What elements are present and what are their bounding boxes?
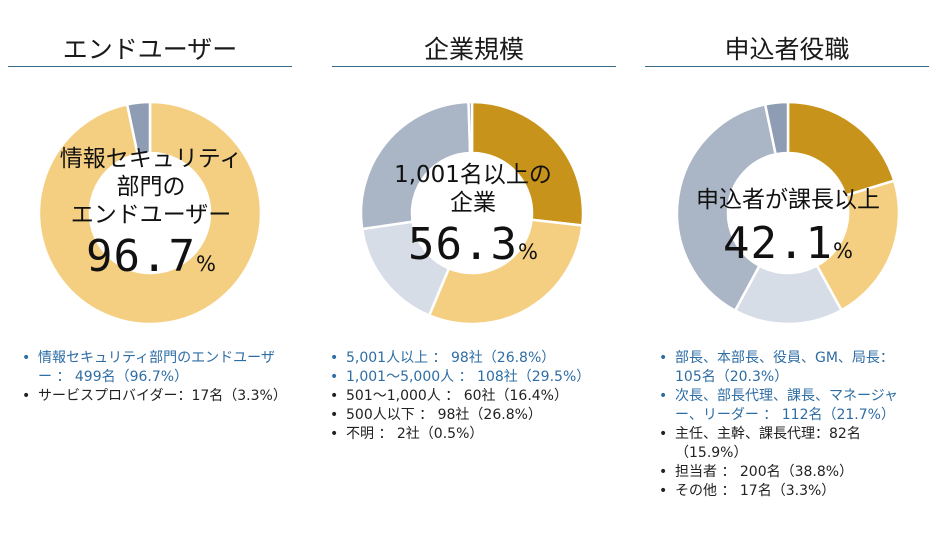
donut-slice bbox=[763, 100, 790, 156]
center-unit: % bbox=[833, 239, 853, 263]
donut-center-label: 情報セキュリティ 部門の エンドユーザー 96.7% bbox=[38, 145, 264, 282]
legend-item: 501～1,000人 ： 60社（16.4%） bbox=[326, 387, 616, 406]
donut-slice bbox=[786, 100, 896, 198]
center-text-line: 1,001名以上の bbox=[394, 162, 552, 188]
legend-item: サービスプロバイダー：17名（3.3%） bbox=[18, 387, 288, 406]
donut-slice bbox=[675, 102, 778, 313]
center-text-line: 部門の bbox=[116, 174, 186, 200]
panel-title: 企業規模 bbox=[423, 35, 524, 64]
legend-item: 5,001人以上 ： 98社（26.8%） bbox=[326, 349, 616, 368]
center-unit: % bbox=[518, 240, 538, 264]
donut-slice bbox=[125, 100, 152, 156]
legend-item: 不明 ： 2社（0.5%） bbox=[326, 425, 616, 444]
legend-item: 主任、主幹、課長代理：82名（15.9%） bbox=[655, 425, 917, 463]
legend: 情報セキュリティ部門のエンドユーザー ： 499名（96.7%） サービスプロバ… bbox=[18, 349, 288, 406]
title-divider bbox=[8, 66, 292, 67]
donut-slice bbox=[359, 100, 472, 231]
title-divider bbox=[645, 66, 929, 67]
panel-end-user: エンドユーザー 情報セキュリティ 部門の エンドユーザー 96.7% 情報セキュ… bbox=[8, 0, 292, 534]
donut-center-label: 1,001名以上の 企業 56.3% bbox=[360, 161, 586, 270]
center-value: 42.1 bbox=[723, 218, 833, 269]
legend: 5,001人以上 ： 98社（26.8%） 1,001～5,000人 ： 108… bbox=[326, 349, 616, 444]
panel-company-size: 企業規模 1,001名以上の 企業 56.3% 5,001人以上 ： 98社（2… bbox=[330, 0, 616, 534]
legend-item: 次長、部長代理、課長、マネージャー、リーダー ： 112名（21.7%） bbox=[655, 387, 917, 425]
panel-applicant-position: 申込者役職 申込者が課長以上 42.1% 部長、本部長、役員、GM、局長：105… bbox=[645, 0, 929, 534]
donut-chart-applicant-position bbox=[675, 100, 901, 326]
donut-chart-company-size bbox=[359, 100, 585, 326]
donut-slice bbox=[467, 100, 474, 155]
legend: 部長、本部長、役員、GM、局長：105名（20.3%） 次長、部長代理、課長、マ… bbox=[655, 349, 917, 501]
title-divider bbox=[332, 66, 616, 67]
panel-title: エンドユーザー bbox=[62, 35, 238, 64]
legend-item: 担当者 ： 200名（38.8%） bbox=[655, 463, 917, 482]
center-value: 56.3 bbox=[408, 219, 518, 270]
donut-slice bbox=[37, 100, 263, 326]
legend-item: 部長、本部長、役員、GM、局長：105名（20.3%） bbox=[655, 349, 917, 387]
center-unit: % bbox=[196, 252, 216, 276]
center-text-line: エンドユーザー bbox=[70, 202, 232, 228]
center-value: 96.7 bbox=[86, 231, 196, 282]
legend-item: 500人以下 ： 98社（26.8%） bbox=[326, 406, 616, 425]
legend-item: その他 ： 17名（3.3%） bbox=[655, 482, 917, 501]
center-text-line: 企業 bbox=[450, 190, 496, 216]
donut-slice bbox=[427, 218, 584, 326]
panel-title: 申込者役職 bbox=[724, 35, 850, 64]
donut-slice bbox=[470, 100, 585, 227]
center-text-line: 情報セキュリティ bbox=[59, 146, 243, 172]
legend-item: 1,001～5,000人 ： 108社（29.5%） bbox=[326, 368, 616, 387]
donut-center-label: 申込者が課長以上 42.1% bbox=[675, 186, 901, 269]
legend-item: 情報セキュリティ部門のエンドユーザー ： 499名（96.7%） bbox=[18, 349, 288, 387]
donut-slice bbox=[815, 179, 901, 312]
donut-chart-end-user bbox=[37, 100, 263, 326]
center-text-line: 申込者が課長以上 bbox=[696, 187, 880, 213]
